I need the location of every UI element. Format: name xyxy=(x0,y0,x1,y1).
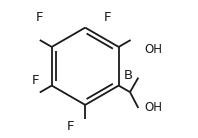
Text: F: F xyxy=(31,74,39,87)
Text: F: F xyxy=(66,120,74,133)
Text: F: F xyxy=(36,11,43,24)
Text: OH: OH xyxy=(145,101,163,114)
Text: OH: OH xyxy=(145,43,163,56)
Text: B: B xyxy=(124,69,133,82)
Text: F: F xyxy=(104,11,112,24)
